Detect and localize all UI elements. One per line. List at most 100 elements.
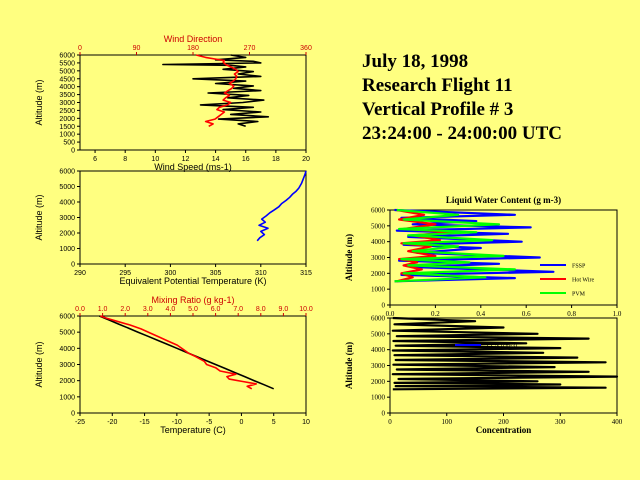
y-tick-label: 2000	[371, 270, 386, 278]
y-tick-label: 4500	[59, 76, 75, 83]
y-tick-label: 1500	[59, 124, 75, 131]
top-x-tick-label: 1.0	[98, 306, 108, 313]
x-tick-label: 1.0	[613, 310, 622, 318]
x-tick-label: 10	[302, 419, 310, 426]
x-tick-label: 14	[212, 156, 220, 163]
y-tick-label: 0	[382, 302, 386, 310]
y-tick-label: 4000	[371, 346, 386, 354]
x-axis-label: Temperature (C)	[160, 425, 226, 435]
y-tick-label: 1000	[59, 132, 75, 139]
y-axis-label: Altitude (m)	[34, 194, 44, 240]
top-x-tick-label: 5.0	[188, 306, 198, 313]
x-tick-label: 0.0	[386, 310, 395, 318]
x-axis-label: Equivalent Potential Temperature (K)	[120, 276, 267, 286]
y-tick-label: 1000	[59, 394, 75, 401]
y-tick-label: 5000	[371, 330, 386, 338]
chart-wind: 0500100015002000250030003500400045005000…	[34, 34, 312, 172]
x-tick-label: 315	[300, 270, 312, 277]
y-axis-label: Altitude (m)	[344, 342, 354, 389]
y-tick-label: 4000	[59, 200, 75, 207]
y-tick-label: 6000	[371, 207, 386, 215]
x-tick-label: 0.8	[567, 310, 576, 318]
y-tick-label: 5000	[59, 68, 75, 75]
x-tick-label: 0.6	[522, 310, 531, 318]
x-tick-label: 400	[612, 418, 623, 426]
x-tick-label: -10	[172, 419, 182, 426]
legend-label: PVM	[572, 292, 586, 298]
x-tick-label: 16	[242, 156, 250, 163]
x-tick-label: 310	[255, 270, 267, 277]
y-tick-label: 2500	[59, 108, 75, 115]
flight-number: Research Flight 11	[362, 75, 513, 96]
x-tick-label: -20	[107, 419, 117, 426]
top-x-tick-label: 360	[300, 45, 312, 52]
top-x-tick-label: 2.0	[120, 306, 130, 313]
y-axis-label: Altitude (m)	[344, 234, 354, 281]
chart-theta_e: 0 1000 2000 3000 4000 5000 6000 290 295 300 305 310…	[34, 169, 312, 287]
y-tick-label: 6000	[59, 53, 75, 60]
x-tick-label: 300	[165, 270, 177, 277]
y-tick-label: 4000	[59, 346, 75, 353]
top-x-tick-label: 7.0	[233, 306, 243, 313]
x-tick-label: 300	[555, 418, 566, 426]
top-x-tick-label: 0	[78, 45, 82, 52]
y-axis-label: Altitude (m)	[34, 341, 44, 387]
y-tick-label: 3000	[371, 362, 386, 370]
series-concentration	[391, 316, 619, 391]
x-tick-label: 10	[151, 156, 159, 163]
x-tick-label: 295	[119, 270, 131, 277]
y-tick-label: 1000	[371, 286, 386, 294]
top-x-tick-label: 10.0	[299, 306, 313, 313]
x-tick-label: -5	[206, 419, 212, 426]
x-tick-label: 0	[239, 419, 243, 426]
top-x-tick-label: 90	[133, 45, 141, 52]
top-x-tick-label: 6.0	[211, 306, 221, 313]
y-tick-label: 6000	[59, 314, 75, 321]
x-tick-label: 6	[93, 156, 97, 163]
profile-number: Vertical Profile # 3	[362, 99, 514, 120]
y-tick-label: 3000	[371, 254, 386, 262]
legend-label: Hot Wire	[572, 278, 594, 284]
top-x-tick-label: 270	[244, 45, 256, 52]
plot-frame	[79, 315, 307, 414]
y-tick-label: 3000	[59, 362, 75, 369]
y-tick-label: 5000	[59, 184, 75, 191]
y-tick-label: 4000	[59, 84, 75, 91]
top-x-tick-label: 9.0	[279, 306, 289, 313]
x-tick-label: 5	[272, 419, 276, 426]
x-tick-label: 18	[272, 156, 280, 163]
x-tick-label: 0	[388, 418, 392, 426]
y-tick-label: 0	[71, 411, 75, 418]
x-tick-label: 0.2	[431, 310, 440, 318]
x-tick-label: 8	[123, 156, 127, 163]
time-range: 23:24:00 - 24:00:00 UTC	[362, 123, 563, 144]
x-tick-label: 12	[182, 156, 190, 163]
y-axis-label: Altitude (m)	[34, 79, 44, 125]
y-tick-label: 3000	[59, 100, 75, 107]
x-axis-label: Wind Speed (ms-1)	[154, 162, 232, 172]
legend-label: CCN (cm-3)	[487, 343, 517, 350]
series-theta-e	[256, 170, 307, 242]
series-wind-speed	[162, 54, 270, 128]
legend-label: FSSP	[572, 264, 586, 270]
series-hot-wire	[396, 208, 455, 283]
series-mixing-ratio	[100, 315, 258, 390]
series-pvm	[394, 208, 517, 283]
y-tick-label: 1000	[371, 394, 386, 402]
x-tick-label: 20	[302, 156, 310, 163]
top-x-tick-label: 180	[187, 45, 199, 52]
flight-date: July 18, 1998	[362, 51, 469, 72]
x-tick-label: -25	[75, 419, 85, 426]
y-tick-label: 0	[71, 148, 75, 155]
series-wind-direction	[195, 54, 239, 128]
chart-title: Mixing Ratio (g kg-1)	[151, 295, 234, 305]
chart-title: Wind Direction	[164, 34, 223, 44]
y-tick-label: 5500	[59, 60, 75, 67]
y-tick-label: 0	[382, 410, 386, 418]
y-tick-label: 3000	[59, 215, 75, 222]
x-tick-label: 290	[74, 270, 86, 277]
top-x-tick-label: 0.0	[75, 306, 85, 313]
y-tick-label: 3500	[59, 92, 75, 99]
x-axis-label: Concentration	[476, 425, 532, 435]
